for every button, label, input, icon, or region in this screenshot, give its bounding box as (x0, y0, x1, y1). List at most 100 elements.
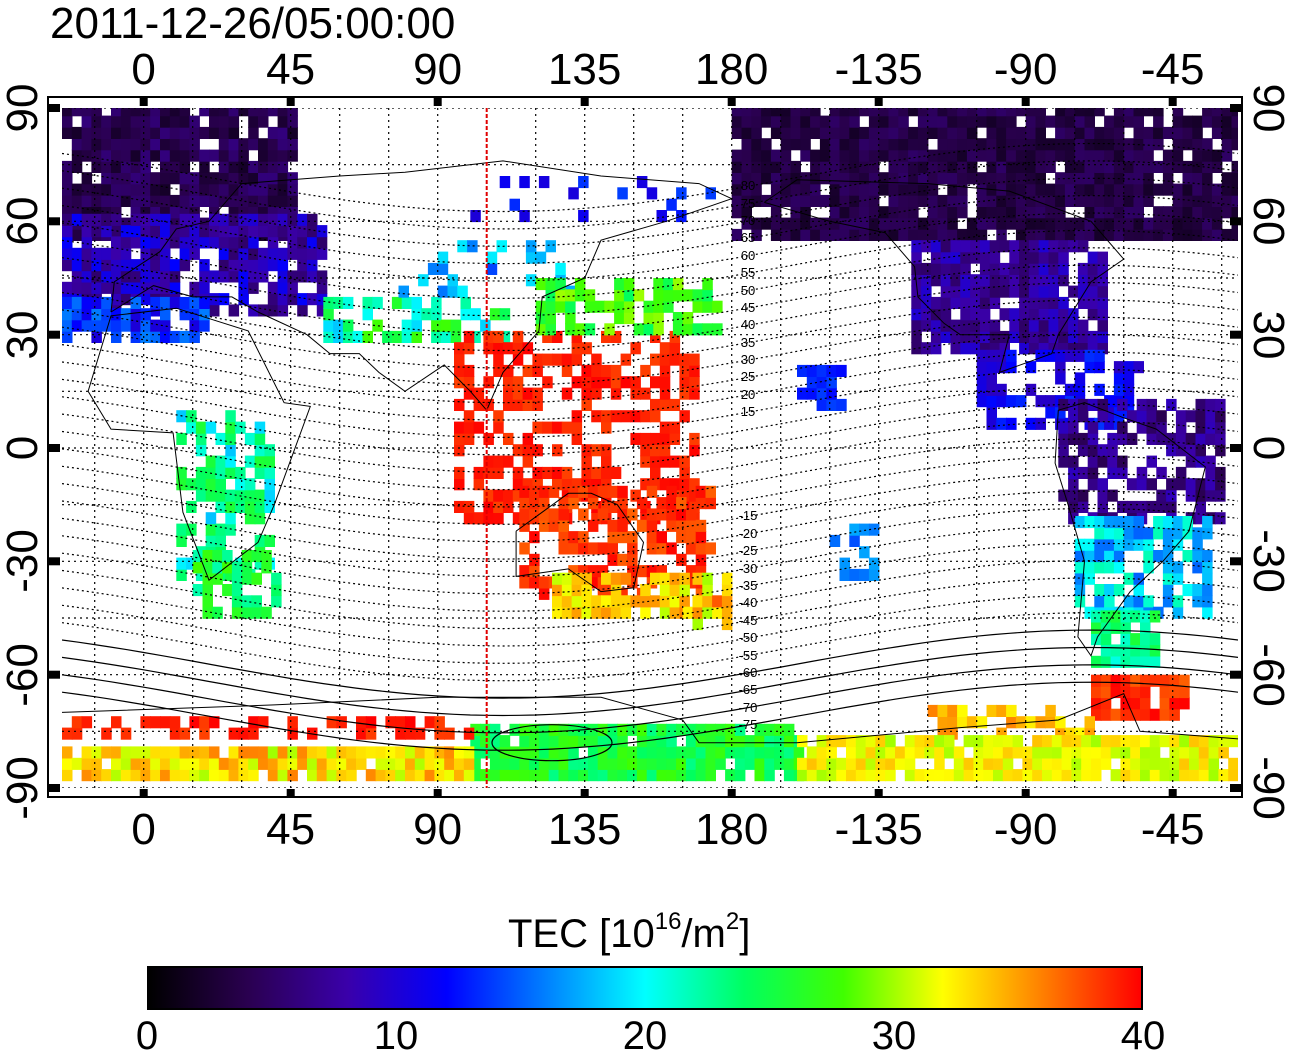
tec-cell (692, 289, 703, 302)
tec-cell (1182, 584, 1193, 597)
tec-cell (960, 342, 971, 355)
tec-cell (267, 769, 279, 782)
tec-cell (519, 210, 530, 223)
tec-cell (702, 584, 713, 597)
tec-cell (810, 160, 821, 173)
tec-cell (62, 727, 73, 740)
tec-cell (140, 281, 151, 294)
tec-cell (1185, 410, 1197, 423)
lat-tick-right: 30 (1244, 310, 1292, 360)
tec-cell (231, 595, 243, 608)
tec-cell (986, 115, 997, 128)
tec-cell (921, 274, 932, 287)
tec-cell (826, 769, 837, 782)
tec-cell (734, 746, 746, 759)
lat-tick-left: 60 (0, 196, 47, 246)
tec-cell (509, 723, 520, 736)
tec-cell (947, 727, 958, 740)
tec-cell (1172, 194, 1184, 207)
tec-cell (927, 704, 939, 717)
tec-cell (1048, 240, 1059, 253)
tec-cell (937, 716, 948, 729)
tec-cell (297, 746, 308, 759)
tec-cell (979, 240, 991, 253)
tec-cell (271, 572, 282, 585)
tec-cell (1130, 610, 1141, 623)
tec-cell (258, 716, 269, 729)
tec-cell (1215, 478, 1226, 491)
tec-cell (150, 194, 161, 207)
tec-cell (382, 330, 393, 343)
tec-cell (957, 194, 968, 207)
tec-cell (160, 746, 171, 759)
colorbar-tick-label: 10 (373, 1014, 419, 1058)
tec-cell (1221, 194, 1233, 207)
tec-cell (1179, 674, 1190, 687)
tec-cell (927, 126, 939, 139)
tec-cell (986, 395, 997, 408)
tec-cell (1205, 489, 1216, 502)
tec-cell (610, 330, 622, 343)
tec-cell (960, 319, 971, 332)
tec-cell (996, 160, 1007, 173)
tec-cell (215, 466, 226, 479)
tec-cell (679, 410, 690, 423)
tec-cell (1100, 697, 1112, 710)
tec-cell (1172, 527, 1184, 540)
tec-cell (591, 595, 602, 608)
tec-cell (251, 572, 262, 585)
tec-cell (702, 300, 713, 313)
tec-cell (764, 769, 775, 782)
tec-cell (1153, 206, 1164, 219)
tec-cell (816, 746, 828, 759)
tec-cell (199, 236, 210, 249)
tec-cell (1182, 172, 1193, 185)
tec-cell (91, 126, 102, 139)
tec-cell (970, 240, 981, 253)
tec-cell (1110, 644, 1122, 657)
tec-cell (986, 349, 997, 362)
tec-cell (989, 240, 1001, 253)
tec-cell (205, 534, 217, 547)
tec-cell (202, 572, 213, 585)
tec-cell (849, 217, 860, 230)
tec-cell (695, 485, 707, 498)
tec-cell (450, 330, 462, 343)
tec-cell (888, 160, 899, 173)
tec-cell (1140, 746, 1151, 759)
colorbar (147, 966, 1143, 1010)
tec-cell (1221, 108, 1233, 117)
tec-cell (1055, 727, 1066, 740)
tec-cell (538, 576, 550, 589)
tec-cell (519, 757, 530, 770)
lon-tick-top: 0 (131, 45, 156, 94)
tec-cell (120, 115, 132, 128)
tec-cell (1208, 769, 1220, 782)
tec-cell (251, 595, 262, 608)
tec-cell (561, 606, 573, 619)
tec-cell (62, 194, 73, 207)
tec-cell (1211, 228, 1223, 241)
tec-cell (91, 225, 102, 238)
tec-cell (908, 149, 919, 162)
tec-cell (650, 595, 661, 608)
tec-cell (666, 746, 677, 759)
tec-cell (676, 531, 687, 544)
tec-cell (71, 296, 83, 309)
tec-cell (859, 217, 870, 230)
tec-cell (947, 160, 958, 173)
magnetic-latitude-contour (62, 664, 1238, 734)
tec-cell (101, 259, 112, 272)
tec-cell (917, 172, 929, 185)
tec-cell (209, 757, 220, 770)
tec-cell (1136, 410, 1148, 423)
tec-cell (797, 364, 808, 377)
tec-cell (499, 735, 511, 748)
tec-cell (101, 247, 112, 260)
tec-cell (1022, 757, 1033, 770)
tec-cell (659, 595, 671, 608)
tec-cell (800, 194, 811, 207)
tec-cell (189, 236, 200, 249)
tec-cell (571, 421, 583, 434)
tec-cell (1182, 183, 1193, 196)
